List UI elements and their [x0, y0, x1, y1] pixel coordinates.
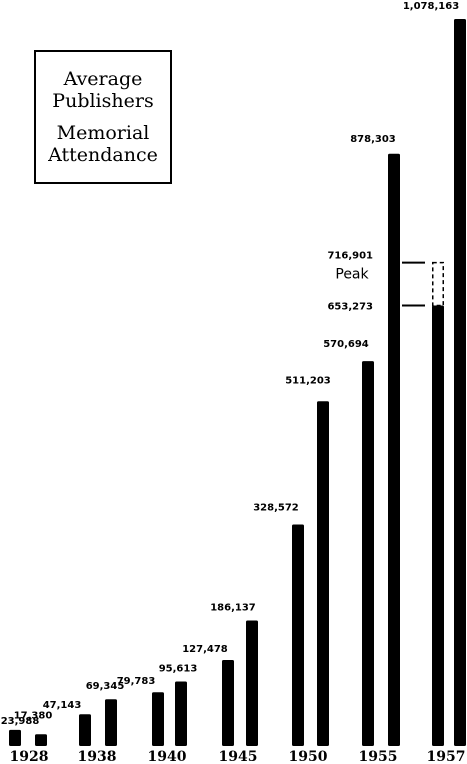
bar-memorial-1955 [388, 153, 400, 746]
value-label-publishers-1957: 653,273 [327, 302, 373, 313]
year-label-1940: 1940 [148, 749, 187, 764]
chart-legend: Average Publishers Memorial Attendance [34, 50, 172, 184]
year-label-1945: 1945 [219, 749, 258, 764]
bar-memorial-1928 [35, 734, 47, 746]
value-label-publishers-1950: 328,572 [253, 502, 299, 513]
year-label-1938: 1938 [78, 749, 117, 764]
value-label-memorial-1940: 95,613 [159, 664, 198, 675]
bar-memorial-1950 [317, 401, 329, 746]
value-label-publishers-1928: 23,988 [1, 716, 40, 727]
value-label-publishers-1940: 79,783 [117, 676, 156, 687]
value-label-memorial-1955: 878,303 [350, 134, 396, 145]
bar-memorial-1940 [175, 681, 187, 746]
bar-memorial-1938 [105, 699, 117, 746]
year-label-1950: 1950 [289, 749, 328, 764]
peak-note-label: Peak [335, 267, 369, 283]
value-label-memorial-1945: 186,137 [210, 602, 256, 613]
legend-publishers: Average Publishers [52, 68, 153, 112]
year-label-1928: 1928 [10, 749, 49, 764]
value-label-memorial-1938: 69,345 [86, 681, 125, 692]
bar-publishers-1955 [362, 361, 374, 746]
bar-memorial-1945 [246, 620, 258, 746]
value-label-memorial-1950: 511,203 [285, 375, 331, 386]
value-label-publishers-1945: 127,478 [182, 644, 228, 655]
bar-publishers-1945 [222, 660, 234, 746]
value-label-memorial-1957: 1,078,163 [403, 1, 459, 12]
value-label-memorial-1928: 17,380 [14, 710, 53, 721]
year-label-1955: 1955 [359, 749, 398, 764]
legend-memorial: Memorial Attendance [48, 122, 158, 166]
bar-memorial-1957 [454, 19, 466, 746]
year-label-1957: 1957 [427, 749, 466, 764]
peak-dashed-extension [432, 261, 444, 307]
legend-publishers-line-1: Average [63, 68, 143, 90]
legend-memorial-line-2: Attendance [48, 144, 158, 166]
bar-publishers-1938 [79, 714, 91, 746]
value-label-publishers-1938: 47,143 [43, 700, 82, 711]
bar-publishers-1950 [292, 524, 304, 746]
peak-value-label: 716,901 [327, 251, 373, 262]
bar-publishers-1928 [9, 729, 21, 746]
legend-memorial-line-1: Memorial [56, 122, 150, 144]
value-label-publishers-1955: 570,694 [323, 339, 369, 350]
bar-publishers-1940 [152, 692, 164, 746]
legend-publishers-line-2: Publishers [52, 90, 154, 112]
bar-publishers-1957 [432, 305, 444, 746]
